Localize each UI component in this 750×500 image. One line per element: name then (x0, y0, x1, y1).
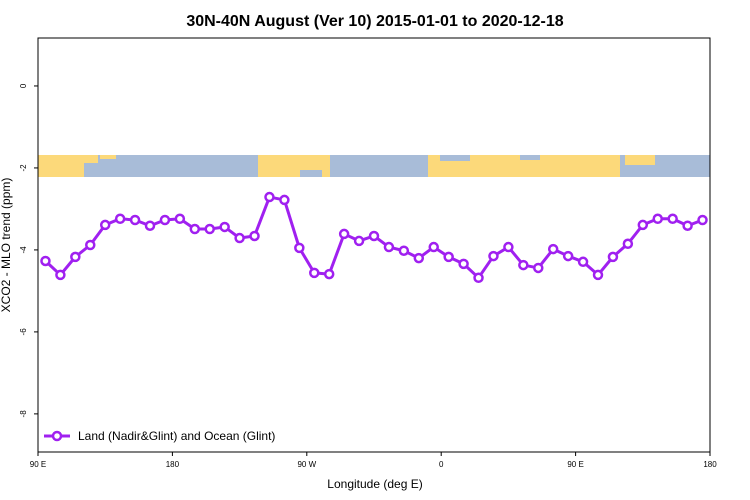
data-point (473, 272, 484, 284)
data-point (129, 214, 141, 226)
data-point (309, 267, 320, 279)
data-point (40, 255, 51, 267)
data-point (353, 235, 365, 247)
data-point (607, 251, 619, 263)
y-axis-label: XCO2 - MLO trend (ppm) (0, 178, 13, 313)
data-point (219, 221, 230, 233)
data-point (637, 219, 649, 231)
data-point (428, 241, 439, 253)
data-point (114, 213, 126, 225)
x-tick-label: 90 W (297, 460, 316, 469)
data-point (99, 219, 111, 231)
x-tick-label: 0 (439, 460, 444, 469)
data-point (443, 251, 454, 263)
legend-label: Land (Nadir&Glint) and Ocean (Glint) (78, 429, 275, 443)
land-ocean-strip (38, 155, 710, 177)
data-point (234, 232, 245, 244)
data-point (577, 256, 589, 268)
data-point (55, 269, 66, 281)
data-point (518, 259, 529, 271)
y-tick-label: -8 (19, 410, 28, 418)
data-point (204, 223, 215, 235)
data-point (592, 269, 604, 281)
data-point (294, 242, 305, 254)
data-point (70, 251, 81, 263)
data-point (159, 214, 171, 226)
x-axis-label: Longitude (deg E) (327, 477, 422, 491)
data-point (264, 191, 275, 203)
data-point (144, 220, 156, 231)
data-point (413, 252, 425, 264)
data-point (562, 250, 574, 262)
data-point (458, 258, 469, 270)
data-point (533, 262, 544, 274)
data-point (622, 238, 634, 250)
y-tick-label: -6 (19, 328, 28, 336)
y-tick-label: -4 (19, 246, 28, 254)
data-point (279, 194, 290, 206)
x-tick-label: 180 (166, 460, 180, 469)
data-point (503, 241, 514, 253)
x-tick-label: 90 E (30, 460, 46, 469)
data-point (368, 230, 380, 242)
data-point (652, 213, 663, 225)
data-point (383, 241, 395, 253)
x-tick-label: 90 E (567, 460, 583, 469)
plot-frame (37, 37, 711, 453)
data-point (398, 245, 410, 256)
data-point (323, 268, 335, 280)
data-point (697, 214, 708, 226)
data-point (174, 213, 186, 225)
legend-marker (51, 430, 63, 442)
data-point (85, 239, 96, 251)
chart-title: 30N-40N August (Ver 10) 2015-01-01 to 20… (186, 13, 563, 30)
data-point (667, 213, 678, 225)
data-point (488, 250, 499, 262)
x-tick-label: 180 (703, 460, 717, 469)
data-point (338, 228, 350, 240)
y-tick-label: -2 (19, 164, 28, 172)
data-point (189, 223, 201, 235)
data-point (249, 230, 260, 242)
data-point (547, 243, 559, 255)
y-tick-label: 0 (19, 83, 28, 88)
data-point (682, 220, 693, 231)
